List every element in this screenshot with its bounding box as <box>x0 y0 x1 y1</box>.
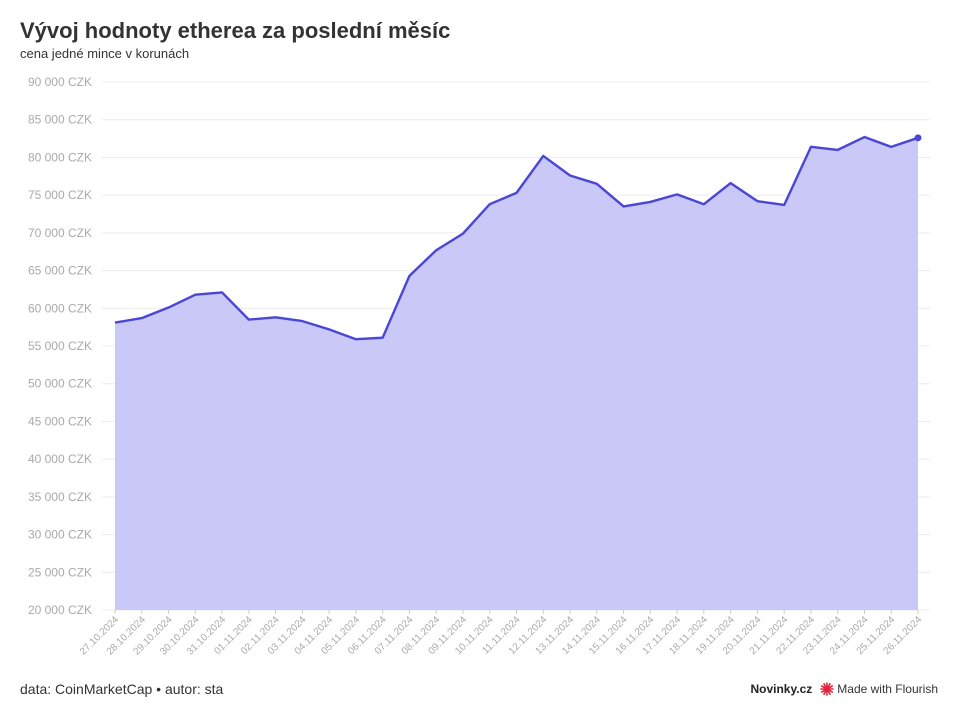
y-tick-label: 25 000 CZK <box>28 565 92 579</box>
y-axis: 20 000 CZK 25 000 CZK 30 000 CZK 35 000 CZK… <box>28 75 92 617</box>
y-tick-label: 75 000 CZK <box>28 188 92 202</box>
y-tick-label: 90 000 CZK <box>28 75 92 89</box>
y-tick-label: 40 000 CZK <box>28 452 92 466</box>
flourish-star-center <box>825 686 830 692</box>
chart-subtitle: cena jedné mince v korunách <box>20 46 190 61</box>
y-tick-label: 45 000 CZK <box>28 414 92 428</box>
area-fill <box>115 137 918 610</box>
y-tick-label: 80 000 CZK <box>28 150 92 164</box>
y-tick-label: 50 000 CZK <box>28 377 92 391</box>
y-tick-label: 65 000 CZK <box>28 264 92 278</box>
y-tick-label: 85 000 CZK <box>28 113 92 127</box>
last-data-point <box>914 134 922 142</box>
x-axis: 27.10.202428.10.202429.10.202430.10.2024… <box>78 610 924 658</box>
series-line <box>114 135 919 341</box>
footer-brand: Novinky.cz Made with Flourish <box>750 680 938 698</box>
y-tick-label: 70 000 CZK <box>28 226 92 240</box>
y-tick-label: 55 000 CZK <box>28 339 92 353</box>
y-tick-label: 30 000 CZK <box>28 528 92 542</box>
novinky-logo[interactable]: Novinky.cz <box>750 682 813 696</box>
area-layer <box>114 134 922 610</box>
y-tick-label: 60 000 CZK <box>28 301 92 315</box>
chart-title: Vývoj hodnoty etherea za poslední měsíc <box>20 18 451 43</box>
made-with-flourish-link[interactable]: Made with Flourish <box>837 682 938 696</box>
y-tick-label: 20 000 CZK <box>28 603 92 617</box>
footer-source: data: CoinMarketCap • autor: sta <box>20 681 224 697</box>
y-tick-label: 35 000 CZK <box>28 490 92 504</box>
flourish-star-icon <box>820 682 835 696</box>
